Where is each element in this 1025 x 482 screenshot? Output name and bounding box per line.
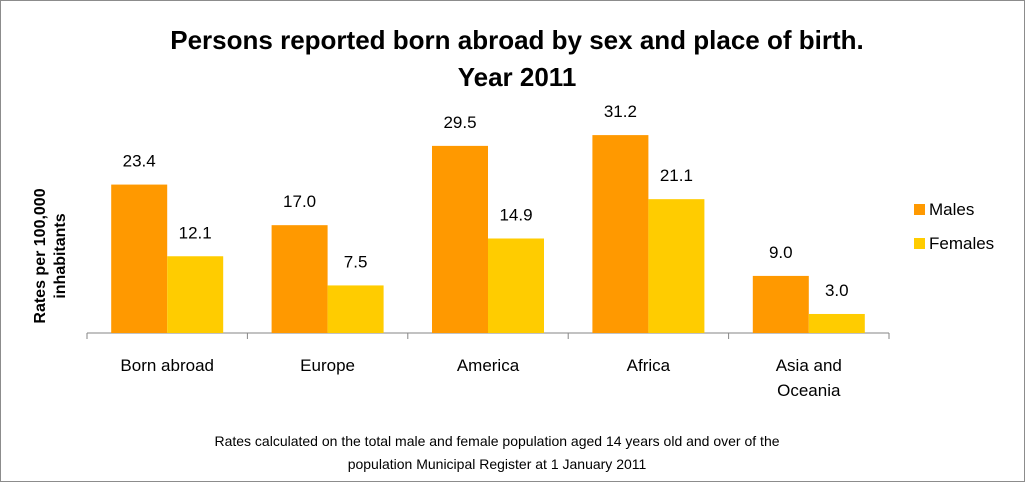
- chart-title-line-1: Persons reported born abroad by sex and …: [170, 25, 863, 55]
- data-label-males-0: 23.4: [123, 152, 156, 171]
- footnote: Rates calculated on the total male and f…: [214, 433, 779, 472]
- bar-females-0: [167, 256, 224, 333]
- data-labels: 23.4 17.0 29.5 31.2 9.0 12.1 7.5 14.9 21.1 3.0: [123, 102, 849, 300]
- y-axis-label: Rates per 100,000 inhabitants: [32, 188, 69, 323]
- data-label-females-3: 21.1: [660, 166, 693, 185]
- footnote-line-1: Rates calculated on the total male and f…: [214, 433, 779, 449]
- bar-females-4: [808, 313, 865, 333]
- x-tick-label-1-0: Europe: [300, 356, 355, 375]
- bar-males-0: [111, 184, 168, 333]
- bar-males-3: [592, 135, 649, 333]
- data-label-males-1: 17.0: [283, 192, 316, 211]
- bar-males-1: [271, 225, 328, 333]
- bar-males-4: [752, 275, 809, 333]
- data-label-males-3: 31.2: [604, 102, 637, 121]
- y-axis-label-line-2: inhabitants: [52, 213, 69, 298]
- data-label-males-2: 29.5: [443, 113, 476, 132]
- bar-females-1: [327, 285, 384, 333]
- x-axis-ticks: [86, 333, 890, 339]
- data-label-females-0: 12.1: [179, 223, 212, 242]
- x-tick-label-2-0: America: [457, 356, 520, 375]
- legend-label-males: Males: [929, 200, 974, 219]
- footnote-line-2: population Municipal Register at 1 Janua…: [348, 456, 647, 472]
- bar-males-2: [432, 145, 488, 333]
- legend-label-females: Females: [929, 234, 994, 253]
- bar-females-3: [648, 199, 705, 333]
- x-tick-label-4-1: Oceania: [777, 381, 841, 400]
- chart-title: Persons reported born abroad by sex and …: [170, 25, 863, 92]
- data-label-males-4: 9.0: [769, 243, 793, 262]
- legend-swatch-females: [914, 238, 925, 249]
- data-label-females-2: 14.9: [499, 205, 532, 224]
- x-axis-tick-labels: Born abroad Europe America Africa Asia and Oc…: [120, 356, 841, 400]
- x-tick-label-0-0: Born abroad: [120, 356, 214, 375]
- data-label-females-1: 7.5: [344, 252, 368, 271]
- data-label-females-4: 3.0: [825, 281, 849, 300]
- chart-title-line-2: Year 2011: [458, 62, 577, 92]
- x-tick-label-3-0: Africa: [627, 356, 671, 375]
- legend: Males Females: [914, 200, 994, 253]
- x-tick-label-4-0: Asia and: [776, 356, 842, 375]
- y-axis-label-line-1: Rates per 100,000: [32, 188, 49, 323]
- legend-swatch-males: [914, 204, 925, 215]
- bar-females-2: [488, 238, 544, 333]
- bars: [111, 135, 865, 333]
